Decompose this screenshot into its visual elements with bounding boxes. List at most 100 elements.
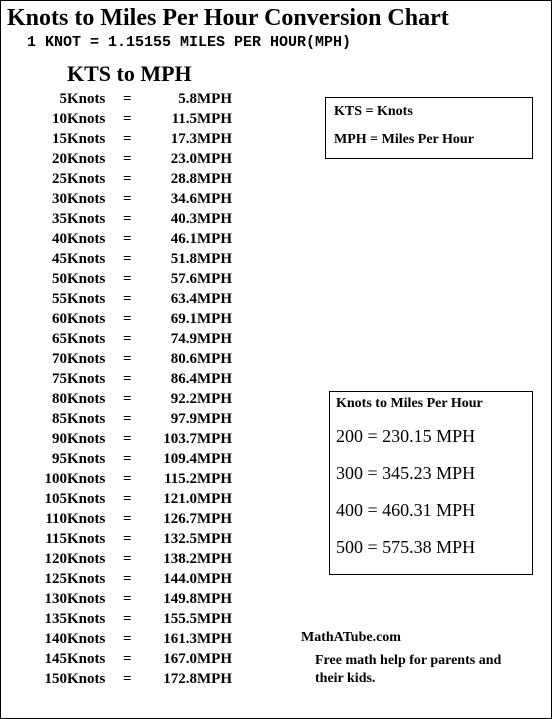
table-row: 75Knots=86.4MPH [23, 369, 232, 389]
kts-unit: Knots [67, 309, 123, 329]
kts-value: 10 [23, 109, 67, 129]
table-row: 55Knots=63.4MPH [23, 289, 232, 309]
table-row: 50Knots=57.6MPH [23, 269, 232, 289]
equals: = [123, 509, 149, 529]
table-row: 140Knots=161.3MPH [23, 629, 232, 649]
mph-unit: MPH [197, 589, 232, 609]
table-row: 60Knots=69.1MPH [23, 309, 232, 329]
table-row: 145Knots=167.0MPH [23, 649, 232, 669]
kts-unit: Knots [67, 409, 123, 429]
footer-site: MathATube.com [301, 630, 511, 646]
mph-unit: MPH [197, 509, 232, 529]
equals: = [123, 169, 149, 189]
mph-value: 121.0 [149, 489, 197, 509]
table-row: 115Knots=132.5MPH [23, 529, 232, 549]
table-row: 135Knots=155.5MPH [23, 609, 232, 629]
kts-value: 145 [23, 649, 67, 669]
kts-unit: Knots [67, 169, 123, 189]
legend-box: KTS = Knots MPH = Miles Per Hour [325, 97, 533, 159]
kts-unit: Knots [67, 209, 123, 229]
equals: = [123, 269, 149, 289]
table-row: 45Knots=51.8MPH [23, 249, 232, 269]
mph-unit: MPH [197, 89, 232, 109]
table-row: 40Knots=46.1MPH [23, 229, 232, 249]
equals: = [123, 109, 149, 129]
page: Knots to Miles Per Hour Conversion Chart… [0, 0, 552, 719]
mph-value: 155.5 [149, 609, 197, 629]
mph-value: 167.0 [149, 649, 197, 669]
table-row: 120Knots=138.2MPH [23, 549, 232, 569]
kts-unit: Knots [67, 109, 123, 129]
table-row: 5Knots=5.8MPH [23, 89, 232, 109]
table-row: 85Knots=97.9MPH [23, 409, 232, 429]
equals: = [123, 429, 149, 449]
kts-unit: Knots [67, 609, 123, 629]
conversion-factor: 1 KNOT = 1.15155 MILES PER HOUR(MPH) [1, 32, 551, 61]
mph-value: 126.7 [149, 509, 197, 529]
mph-unit: MPH [197, 189, 232, 209]
mph-value: 28.8 [149, 169, 197, 189]
mph-unit: MPH [197, 209, 232, 229]
mph-value: 46.1 [149, 229, 197, 249]
mph-unit: MPH [197, 349, 232, 369]
mph-value: 51.8 [149, 249, 197, 269]
kts-value: 75 [23, 369, 67, 389]
mph-unit: MPH [197, 629, 232, 649]
kts-value: 90 [23, 429, 67, 449]
kts-value: 20 [23, 149, 67, 169]
kts-value: 30 [23, 189, 67, 209]
mph-unit: MPH [197, 129, 232, 149]
kts-unit: Knots [67, 569, 123, 589]
table-row: 20Knots=23.0MPH [23, 149, 232, 169]
kts-value: 55 [23, 289, 67, 309]
mph-value: 92.2 [149, 389, 197, 409]
kts-value: 45 [23, 249, 67, 269]
equals: = [123, 209, 149, 229]
kts-unit: Knots [67, 329, 123, 349]
kts-unit: Knots [67, 289, 123, 309]
kts-value: 110 [23, 509, 67, 529]
mph-unit: MPH [197, 449, 232, 469]
mph-value: 97.9 [149, 409, 197, 429]
mph-unit: MPH [197, 289, 232, 309]
table-row: 110Knots=126.7MPH [23, 509, 232, 529]
kts-value: 100 [23, 469, 67, 489]
mph-value: 115.2 [149, 469, 197, 489]
mph-unit: MPH [197, 109, 232, 129]
equals: = [123, 149, 149, 169]
table-row: 30Knots=34.6MPH [23, 189, 232, 209]
kts-value: 140 [23, 629, 67, 649]
mph-unit: MPH [197, 549, 232, 569]
mph-value: 5.8 [149, 89, 197, 109]
table-row: 35Knots=40.3MPH [23, 209, 232, 229]
equals: = [123, 89, 149, 109]
table-row: 150Knots=172.8MPH [23, 669, 232, 689]
kts-unit: Knots [67, 429, 123, 449]
kts-unit: Knots [67, 669, 123, 689]
mph-value: 132.5 [149, 529, 197, 549]
equals: = [123, 349, 149, 369]
equals: = [123, 129, 149, 149]
kts-value: 125 [23, 569, 67, 589]
equals: = [123, 629, 149, 649]
mph-value: 172.8 [149, 669, 197, 689]
mph-value: 74.9 [149, 329, 197, 349]
kts-value: 50 [23, 269, 67, 289]
mph-unit: MPH [197, 409, 232, 429]
kts-unit: Knots [67, 89, 123, 109]
conversion-table: 5Knots=5.8MPH10Knots=11.5MPH15Knots=17.3… [1, 89, 232, 689]
footer-tagline: Free math help for parents and their kid… [301, 652, 511, 688]
mph-value: 40.3 [149, 209, 197, 229]
kts-unit: Knots [67, 269, 123, 289]
kts-value: 5 [23, 89, 67, 109]
equals: = [123, 489, 149, 509]
equals: = [123, 469, 149, 489]
mph-unit: MPH [197, 389, 232, 409]
equals: = [123, 569, 149, 589]
extra-row: 400 = 460.31 MPH [336, 492, 526, 529]
table-row: 25Knots=28.8MPH [23, 169, 232, 189]
kts-value: 25 [23, 169, 67, 189]
table-row: 65Knots=74.9MPH [23, 329, 232, 349]
kts-unit: Knots [67, 349, 123, 369]
equals: = [123, 649, 149, 669]
